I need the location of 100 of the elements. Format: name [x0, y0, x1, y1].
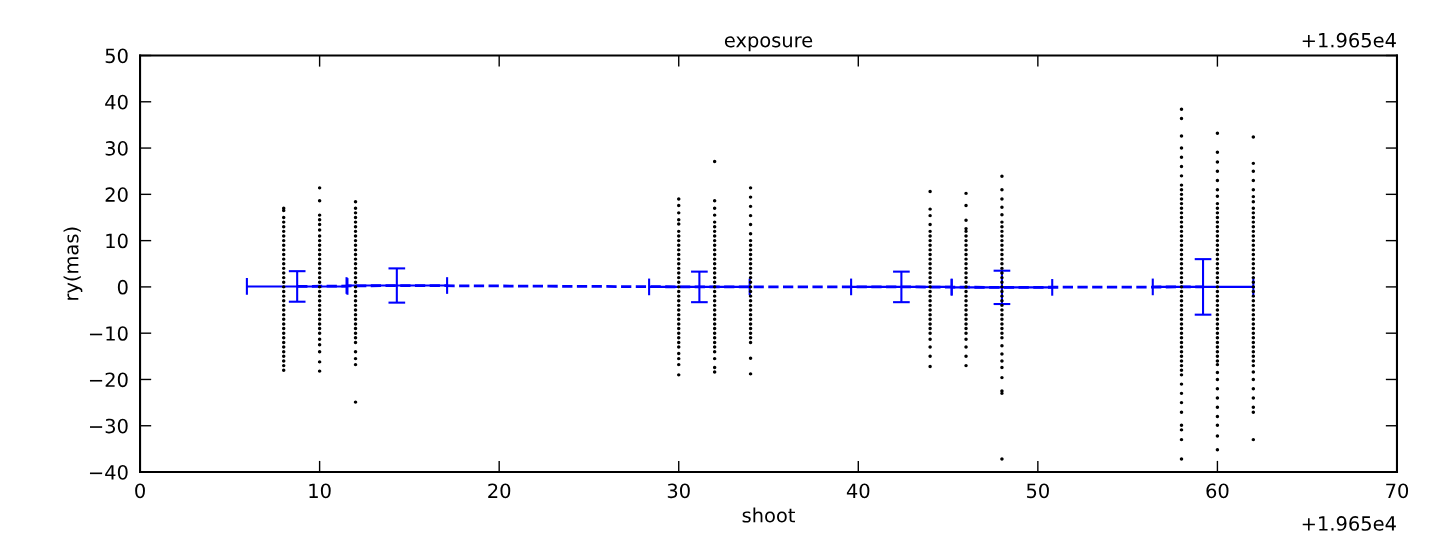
point [1179, 350, 1184, 354]
point [677, 356, 681, 361]
x-tick-label: 50 [1026, 483, 1049, 499]
point [1179, 238, 1184, 243]
point [748, 317, 753, 321]
point [712, 280, 717, 284]
point [712, 266, 717, 271]
point [748, 356, 753, 360]
point [1251, 322, 1256, 326]
y-tick-label: −40 [89, 464, 128, 480]
y-tick-label: 0 [117, 279, 128, 295]
point [353, 211, 358, 215]
point [1251, 252, 1256, 257]
point [964, 285, 968, 289]
point [1000, 336, 1004, 340]
point [353, 299, 358, 303]
point [1251, 326, 1256, 331]
point [282, 257, 286, 261]
point [964, 280, 968, 284]
point [1179, 312, 1184, 317]
point [677, 197, 681, 201]
point [1179, 201, 1184, 206]
point [1179, 164, 1184, 169]
point [712, 303, 717, 308]
point [353, 266, 358, 271]
point [353, 362, 358, 367]
point [1000, 331, 1004, 335]
point [1179, 317, 1184, 321]
point [1215, 317, 1220, 321]
point [928, 354, 932, 359]
point [1215, 211, 1220, 215]
point [317, 350, 322, 354]
point [677, 229, 681, 234]
point [712, 213, 717, 217]
point [712, 289, 717, 294]
point [282, 215, 286, 220]
point [353, 206, 358, 210]
x-tick-label: 30 [667, 483, 690, 499]
point [1251, 437, 1256, 442]
point [282, 363, 286, 368]
point [353, 229, 358, 234]
point [1000, 343, 1004, 348]
point [1251, 340, 1256, 345]
point [1179, 299, 1184, 303]
x-tick-label: 40 [846, 483, 870, 499]
point [712, 322, 717, 326]
point [964, 299, 968, 303]
point [677, 234, 681, 238]
point [1251, 370, 1256, 374]
point [1000, 262, 1004, 266]
point [1000, 220, 1004, 224]
point [1215, 131, 1220, 135]
point [1215, 229, 1220, 234]
point [928, 285, 932, 289]
point [1000, 225, 1004, 229]
point [1179, 423, 1184, 427]
point [1215, 289, 1220, 294]
point [1179, 289, 1184, 294]
point [317, 285, 322, 289]
point [1215, 285, 1220, 289]
point [353, 326, 358, 331]
point [677, 285, 681, 289]
point [1251, 350, 1256, 354]
point [1215, 201, 1220, 206]
point [1000, 299, 1004, 303]
point [928, 275, 932, 280]
y-tick-label: −10 [89, 326, 128, 341]
text: +1.965e4 [1302, 516, 1396, 531]
point [282, 294, 286, 298]
point [748, 280, 753, 284]
point [317, 266, 322, 271]
point [1215, 370, 1220, 375]
point [712, 285, 717, 289]
point [1179, 206, 1184, 210]
point [677, 203, 681, 208]
point [353, 225, 358, 229]
point [317, 262, 322, 266]
point [282, 303, 286, 308]
point [748, 186, 753, 190]
point [748, 243, 753, 247]
point [353, 331, 358, 335]
point [1251, 257, 1256, 261]
point [928, 303, 932, 308]
point [1000, 312, 1004, 317]
point [964, 337, 968, 341]
point [282, 248, 286, 252]
point [1179, 336, 1184, 340]
point [1215, 377, 1220, 382]
point [677, 294, 681, 298]
point [1000, 317, 1004, 321]
point [282, 345, 286, 349]
point [928, 271, 932, 275]
point [1179, 368, 1184, 372]
point [353, 312, 358, 317]
point [317, 360, 322, 364]
point [964, 345, 968, 349]
point [1179, 266, 1184, 271]
point [928, 207, 932, 211]
point [964, 257, 968, 261]
point [712, 294, 717, 298]
